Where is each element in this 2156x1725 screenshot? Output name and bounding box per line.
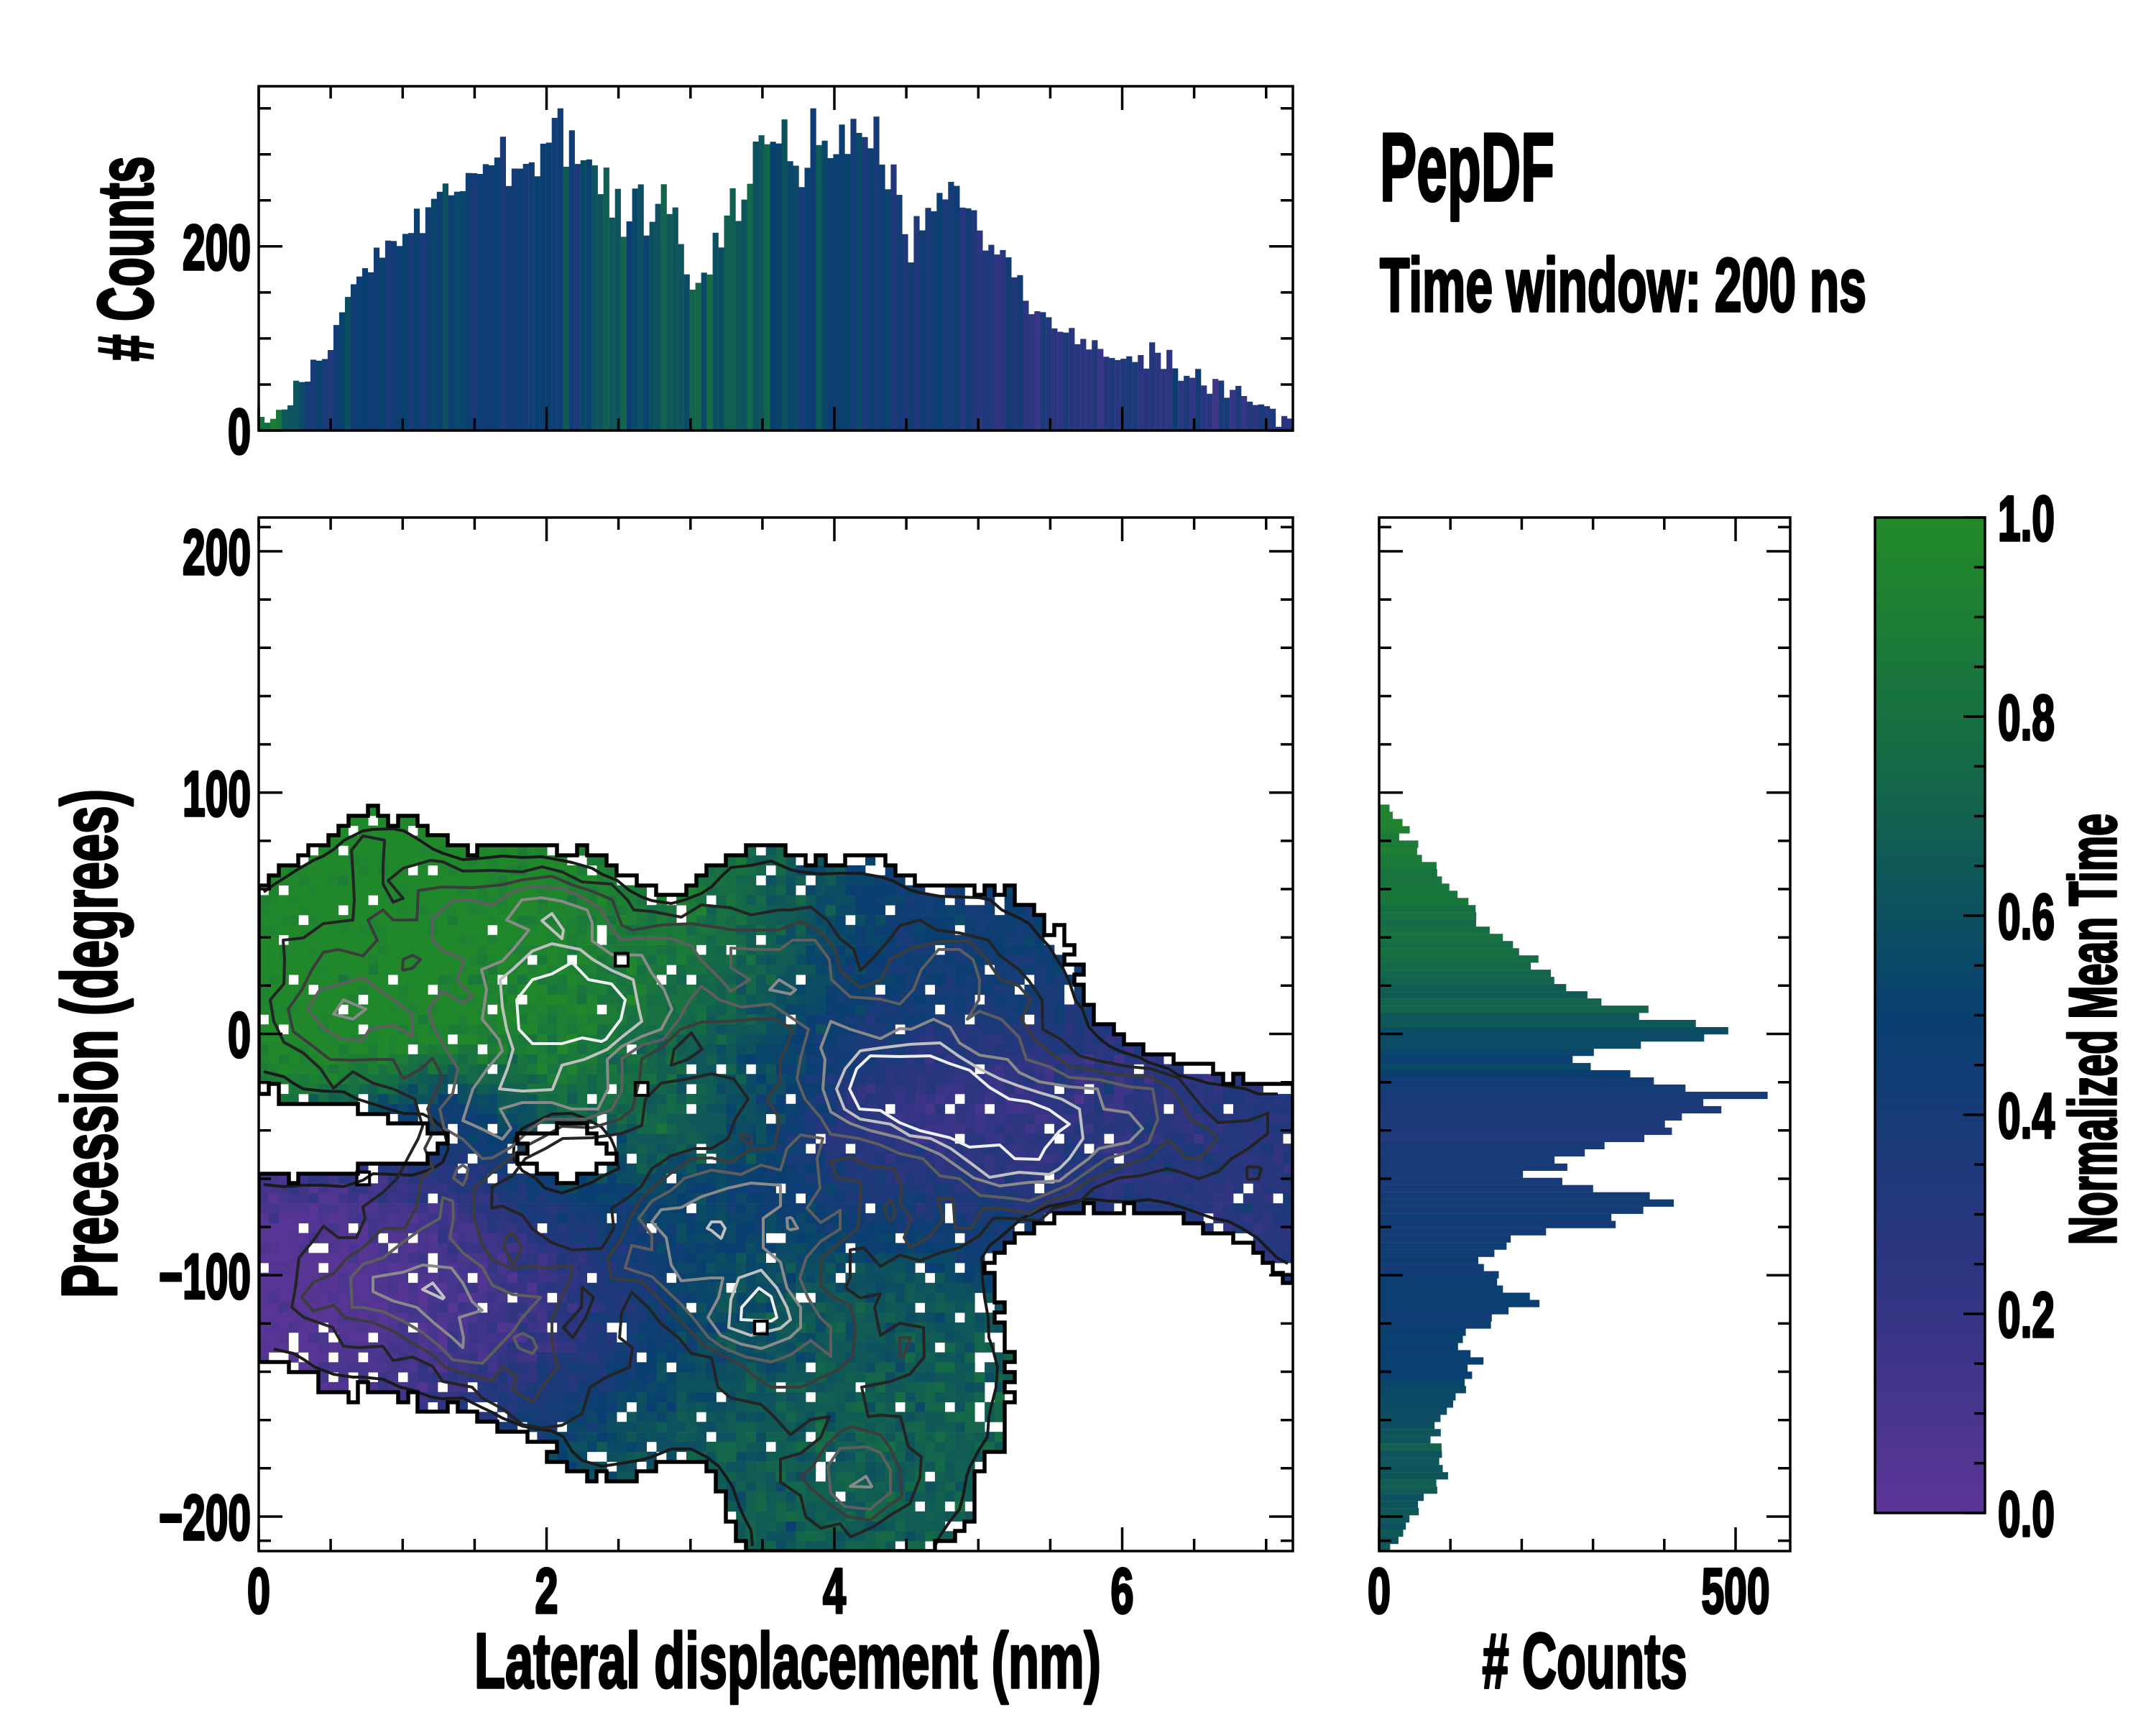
svg-text:0.6: 0.6 bbox=[1998, 880, 2055, 952]
svg-text:0.2: 0.2 bbox=[1998, 1279, 2055, 1351]
svg-text:1.0: 1.0 bbox=[1998, 482, 2055, 554]
svg-text:0: 0 bbox=[228, 395, 251, 467]
svg-text:PepDF: PepDF bbox=[1380, 113, 1554, 221]
svg-text:500: 500 bbox=[1702, 1555, 1770, 1627]
svg-text:4: 4 bbox=[823, 1555, 846, 1627]
svg-text:2: 2 bbox=[535, 1555, 558, 1627]
svg-text:0: 0 bbox=[228, 999, 251, 1071]
svg-text:Normalized Mean Time: Normalized Mean Time bbox=[2055, 814, 2130, 1245]
svg-text:100: 100 bbox=[183, 758, 251, 829]
svg-text:−100: −100 bbox=[159, 1240, 251, 1312]
svg-text:200: 200 bbox=[183, 211, 251, 283]
svg-text:0.8: 0.8 bbox=[1998, 681, 2055, 753]
svg-text:Time window: 200 ns: Time window: 200 ns bbox=[1380, 243, 1866, 328]
svg-text:0: 0 bbox=[1368, 1555, 1391, 1627]
svg-text:# Counts: # Counts bbox=[82, 157, 170, 362]
svg-text:200: 200 bbox=[183, 516, 251, 588]
svg-text:6: 6 bbox=[1111, 1555, 1134, 1627]
svg-text:Precession (degrees): Precession (degrees) bbox=[46, 789, 134, 1298]
svg-text:# Counts: # Counts bbox=[1483, 1617, 1687, 1705]
svg-text:Lateral displacement (nm): Lateral displacement (nm) bbox=[474, 1617, 1101, 1705]
svg-text:0.4: 0.4 bbox=[1998, 1080, 2055, 1151]
svg-text:0.0: 0.0 bbox=[1998, 1478, 2055, 1550]
svg-text:0: 0 bbox=[247, 1555, 270, 1627]
svg-text:−200: −200 bbox=[159, 1481, 251, 1553]
